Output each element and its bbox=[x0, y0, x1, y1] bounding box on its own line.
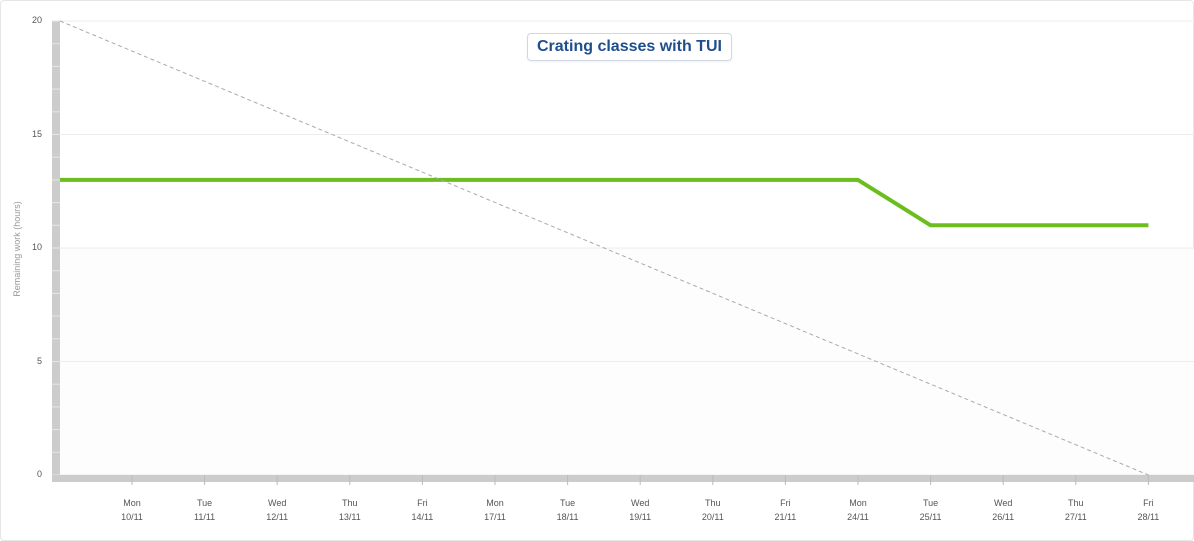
chart-title-box: Crating classes with TUI bbox=[527, 33, 732, 61]
x-tick-label: Wed 26/11 bbox=[978, 496, 1028, 524]
y-tick-label: 15 bbox=[31, 128, 42, 139]
y-axis-bar bbox=[52, 21, 60, 482]
x-tick-date: 10/11 bbox=[121, 512, 143, 522]
x-tick-date: 17/11 bbox=[484, 512, 506, 522]
x-tick-date: 18/11 bbox=[556, 512, 579, 522]
x-tick-date: 11/11 bbox=[194, 512, 216, 522]
x-tick-label: Wed 19/11 bbox=[615, 496, 665, 524]
x-tick-label: Tue 25/11 bbox=[906, 496, 956, 524]
y-tick-label: 10 bbox=[31, 242, 42, 252]
remaining-work-line bbox=[60, 177, 1149, 228]
x-tick-day: Fri bbox=[780, 498, 791, 508]
x-tick-day: Fri bbox=[417, 498, 428, 508]
x-tick-label: Mon 10/11 bbox=[107, 496, 157, 524]
x-tick-label: Thu 27/11 bbox=[1051, 496, 1101, 524]
x-tick-day: Mon bbox=[849, 498, 867, 508]
ideal-line bbox=[59, 20, 1149, 476]
x-tick-date: 12/11 bbox=[266, 512, 289, 522]
x-tick-day: Mon bbox=[123, 498, 141, 508]
x-tick-day: Mon bbox=[486, 498, 504, 508]
x-tick-date: 25/11 bbox=[919, 512, 942, 522]
x-tick-day: Wed bbox=[994, 498, 1013, 508]
x-tick-day: Wed bbox=[268, 498, 287, 508]
x-tick-label: Wed 12/11 bbox=[252, 496, 302, 524]
x-axis-bar bbox=[52, 475, 1194, 482]
y-tick-label: 0 bbox=[36, 469, 42, 479]
chart-title: Crating classes with TUI bbox=[537, 38, 722, 55]
x-tick-label: Thu 13/11 bbox=[325, 496, 375, 524]
x-tick-day: Tue bbox=[197, 498, 213, 508]
x-tick-date: 14/11 bbox=[411, 512, 434, 522]
x-tick-label: Tue 11/11 bbox=[180, 496, 230, 524]
x-tick-day: Thu bbox=[1068, 498, 1084, 508]
x-tick-label: Fri 28/11 bbox=[1123, 496, 1173, 524]
y-tick-label: 20 bbox=[31, 15, 42, 25]
x-tick-label: Tue 18/11 bbox=[543, 496, 593, 524]
x-tick-day: Thu bbox=[342, 498, 358, 508]
y-tick-label: 5 bbox=[36, 355, 42, 366]
x-tick-label: Mon 17/11 bbox=[470, 496, 520, 524]
x-tick-day: Tue bbox=[923, 498, 939, 508]
x-tick-day: Thu bbox=[705, 498, 721, 508]
x-tick-date: 24/11 bbox=[847, 512, 869, 522]
x-tick-label: Fri 14/11 bbox=[397, 496, 447, 524]
x-tick-day: Tue bbox=[560, 498, 576, 508]
x-tick-date: 13/11 bbox=[338, 512, 361, 522]
x-tick-day: Wed bbox=[631, 498, 650, 508]
x-tick-label: Thu 20/11 bbox=[688, 496, 738, 524]
x-tick-date: 19/11 bbox=[629, 512, 652, 522]
x-tick-date: 20/11 bbox=[701, 512, 724, 522]
x-tick-date: 28/11 bbox=[1137, 512, 1160, 522]
x-tick-date: 27/11 bbox=[1064, 512, 1087, 522]
x-tick-label: Fri 21/11 bbox=[760, 496, 810, 524]
x-tick-label: Mon 24/11 bbox=[833, 496, 883, 524]
x-tick-date: 21/11 bbox=[774, 512, 797, 522]
x-tick-day: Fri bbox=[1143, 498, 1154, 508]
x-tick-date: 26/11 bbox=[992, 512, 1015, 522]
